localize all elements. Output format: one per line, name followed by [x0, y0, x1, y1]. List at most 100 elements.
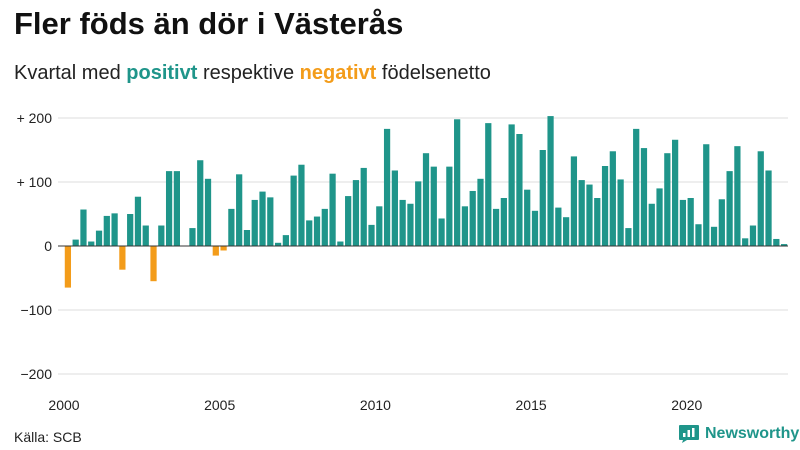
bar — [734, 146, 741, 246]
bar — [726, 171, 733, 246]
bar — [547, 116, 554, 246]
bar — [158, 225, 165, 246]
bar — [360, 167, 367, 246]
bar — [111, 213, 118, 246]
bar — [687, 198, 694, 246]
bar — [282, 235, 289, 246]
subtitle-text-1: Kvartal med — [14, 62, 127, 84]
bar — [633, 128, 640, 246]
bar — [461, 206, 469, 246]
bar — [142, 225, 149, 246]
bar — [197, 160, 204, 246]
bar — [679, 199, 687, 246]
brand-name: Newsworthy — [705, 425, 800, 442]
bar — [656, 188, 663, 246]
bar — [601, 166, 609, 246]
bar — [236, 174, 243, 246]
bar — [391, 170, 398, 246]
bar — [485, 123, 492, 246]
bar — [165, 171, 173, 246]
bar — [415, 181, 422, 246]
bar — [306, 220, 313, 246]
bar — [298, 164, 305, 246]
bar — [749, 225, 757, 246]
bar — [134, 196, 142, 246]
bar — [539, 150, 546, 246]
bar — [267, 197, 274, 246]
bar — [259, 191, 266, 246]
bar — [150, 246, 157, 282]
bar — [563, 217, 570, 246]
bar — [438, 218, 445, 246]
bar — [500, 198, 507, 246]
bar — [594, 198, 601, 246]
bar — [492, 208, 500, 246]
bar — [609, 151, 616, 246]
bar — [710, 226, 718, 246]
chart-title: Fler föds än dör i Västerås — [14, 6, 404, 41]
bar — [469, 190, 476, 246]
bar — [64, 246, 72, 288]
bar — [345, 196, 352, 246]
y-tick-label: −100 — [20, 302, 52, 318]
subtitle-negative-word: negativt — [299, 62, 377, 84]
bar — [274, 242, 282, 246]
x-tick-label: 2015 — [516, 397, 547, 413]
bar — [780, 244, 788, 246]
bar — [555, 207, 562, 246]
bar — [531, 210, 539, 246]
bar — [765, 170, 772, 246]
bar — [212, 246, 219, 256]
bar — [454, 119, 461, 246]
bar — [524, 189, 531, 246]
bar-chart: + 200 + 100 0 −100 −200 2000 2005 2010 2015 2020 — [17, 110, 788, 413]
bar — [742, 238, 749, 246]
bar — [617, 179, 624, 246]
bar — [220, 246, 227, 251]
bar — [88, 241, 95, 246]
bar — [516, 134, 523, 246]
bar — [321, 208, 328, 246]
bar — [422, 153, 430, 246]
brand-logo: Newsworthy — [678, 424, 799, 444]
chart-subtitle: Kvartal med positivt respektive negativt… — [14, 62, 491, 85]
bar — [664, 153, 671, 246]
bar — [352, 180, 360, 246]
bar — [204, 178, 212, 246]
y-tick-label: + 200 — [17, 110, 53, 126]
y-tick-label: + 100 — [17, 174, 53, 190]
subtitle-text-3: födelsenetto — [376, 62, 491, 84]
bar — [189, 228, 196, 246]
bar — [625, 228, 632, 246]
bar — [446, 166, 453, 246]
x-tick-label: 2000 — [48, 397, 79, 413]
bar — [173, 171, 180, 246]
subtitle-text-2: respektive — [197, 62, 300, 84]
bar — [313, 216, 321, 246]
bar — [376, 206, 383, 246]
x-tick-label: 2010 — [360, 397, 391, 413]
bar — [578, 180, 585, 246]
bar — [640, 148, 648, 246]
x-tick-label: 2020 — [671, 397, 702, 413]
y-tick-label: 0 — [44, 238, 52, 254]
subtitle-positive-word: positivt — [126, 62, 198, 84]
bar — [430, 166, 437, 246]
bar — [672, 139, 679, 246]
bar — [95, 230, 103, 246]
x-tick-label: 2005 — [204, 397, 235, 413]
bar — [570, 156, 578, 246]
bar — [648, 203, 655, 246]
newsworthy-logo-icon — [679, 425, 699, 443]
bar — [290, 175, 297, 246]
bar — [368, 224, 375, 246]
bar — [508, 124, 515, 246]
bar — [127, 214, 134, 246]
bar — [329, 173, 336, 246]
bar — [243, 230, 251, 246]
bar — [399, 199, 406, 246]
bar — [695, 224, 702, 246]
bar — [383, 128, 391, 246]
bar — [718, 199, 725, 246]
y-tick-label: −200 — [20, 366, 52, 382]
